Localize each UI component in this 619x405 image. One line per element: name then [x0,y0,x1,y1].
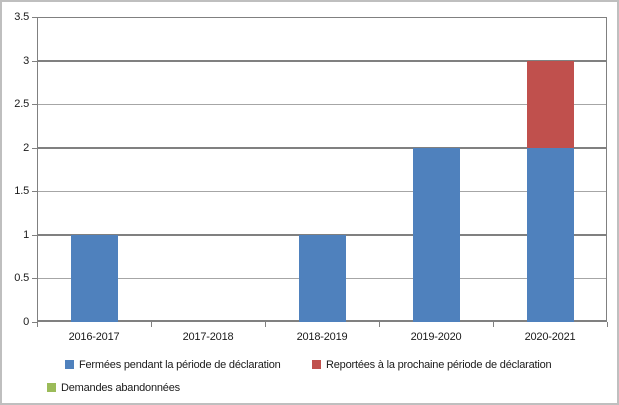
y-axis-tick-label: 1.5 [14,185,29,198]
x-axis-label: 2019-2020 [410,331,462,343]
legend-item-label: Demandes abandonnées [61,381,180,394]
bar-2016-2017-series-0 [70,234,118,322]
gridline [38,104,606,106]
legend-item-0: Fermées pendant la période de déclaratio… [65,358,281,371]
x-axis-tick [607,322,608,327]
x-axis-label: 2020-2021 [524,331,576,343]
y-axis-tick-label: 3 [23,54,29,67]
y-axis-tick [32,278,37,280]
x-axis-tick [37,322,38,327]
bar-2019-2020-series-0 [412,147,460,322]
gridline [38,59,606,62]
x-axis-tick [151,322,152,327]
y-axis-tick-label: 1 [23,228,29,241]
y-axis-tick [32,17,37,18]
legend-key-swatch [312,360,321,369]
bar-2020-2021-series-0 [526,147,574,322]
legend-item-label: Fermées pendant la période de déclaratio… [79,358,281,371]
y-axis-tick [32,147,37,149]
legend-item-label: Reportées à la prochaine période de décl… [326,358,552,371]
x-axis-tick [379,322,380,327]
y-axis-tick [32,104,37,106]
y-axis-tick-label: 3.5 [14,11,29,23]
y-axis-tick-label: 2.5 [14,98,29,111]
legend-item-1: Reportées à la prochaine période de décl… [312,358,552,371]
gridline [38,146,606,149]
y-axis-tick-label: 0 [23,316,29,328]
x-axis-label: 2017-2018 [182,331,234,343]
x-axis-tick [493,322,494,327]
legend-item-2: Demandes abandonnées [47,381,180,394]
x-axis-tick [265,322,266,327]
bar-2018-2019-series-0 [298,234,346,322]
y-axis-tick-label: 0.5 [14,272,29,285]
bar-2020-2021-series-1 [526,60,574,148]
legend-key-swatch [47,383,56,392]
y-axis-tick [32,60,37,62]
gridline [38,191,606,193]
x-axis-label: 2018-2019 [296,331,348,343]
y-axis-tick [32,322,37,323]
y-axis-tick-label: 2 [23,141,29,154]
y-axis-tick [32,234,37,236]
x-axis-label: 2016-2017 [68,331,120,343]
y-axis-tick [32,191,37,193]
legend-key-swatch [65,360,74,369]
